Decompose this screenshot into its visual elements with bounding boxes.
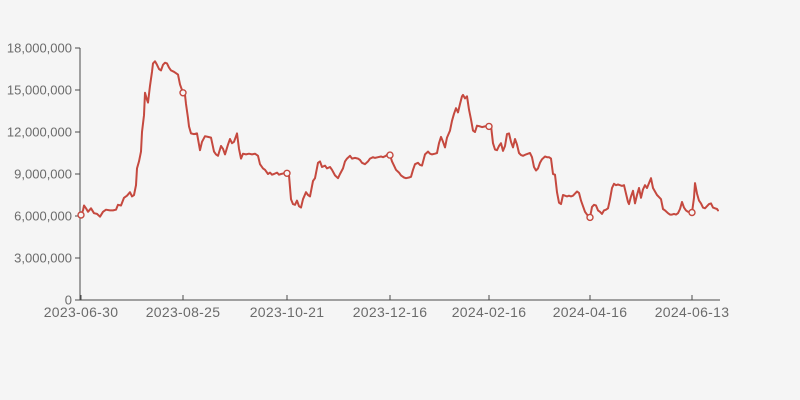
- y-axis-label: 6,000,000: [14, 209, 72, 224]
- y-axis-label: 3,000,000: [14, 251, 72, 266]
- y-axis-label: 18,000,000: [7, 41, 72, 56]
- data-point-marker: [386, 151, 394, 159]
- x-axis-label: 2023-10-21: [250, 304, 325, 320]
- x-axis-label: 2023-06-30: [44, 304, 119, 320]
- data-point-marker: [688, 208, 696, 217]
- x-axis-label: 2024-04-16: [553, 304, 628, 320]
- x-axis-label: 2024-02-16: [452, 304, 527, 320]
- data-point-marker: [283, 169, 291, 178]
- y-axis-label: 15,000,000: [7, 83, 72, 98]
- y-axis-label: 12,000,000: [7, 125, 72, 140]
- y-axis: 0 3,000,000 6,000,000 9,000,000 12,000,000 15…: [7, 41, 81, 308]
- x-axis-label: 2024-06-13: [655, 304, 730, 320]
- data-point-marker: [485, 122, 493, 131]
- data-point-marker: [77, 211, 85, 219]
- series-line: [80, 60, 719, 219]
- x-axis-label: 2023-12-16: [353, 304, 428, 320]
- data-point-marker: [586, 213, 594, 222]
- y-axis-label: 0: [65, 293, 72, 308]
- x-axis-label: 2023-08-25: [146, 304, 221, 320]
- data-point-marker: [179, 89, 187, 97]
- series-path: [80, 60, 719, 219]
- y-axis-label: 9,000,000: [14, 167, 72, 182]
- data-point-markers: [77, 89, 696, 222]
- x-axis: 2023-06-30 2023-08-25 2023-10-21 2023-12-16…: [44, 295, 730, 320]
